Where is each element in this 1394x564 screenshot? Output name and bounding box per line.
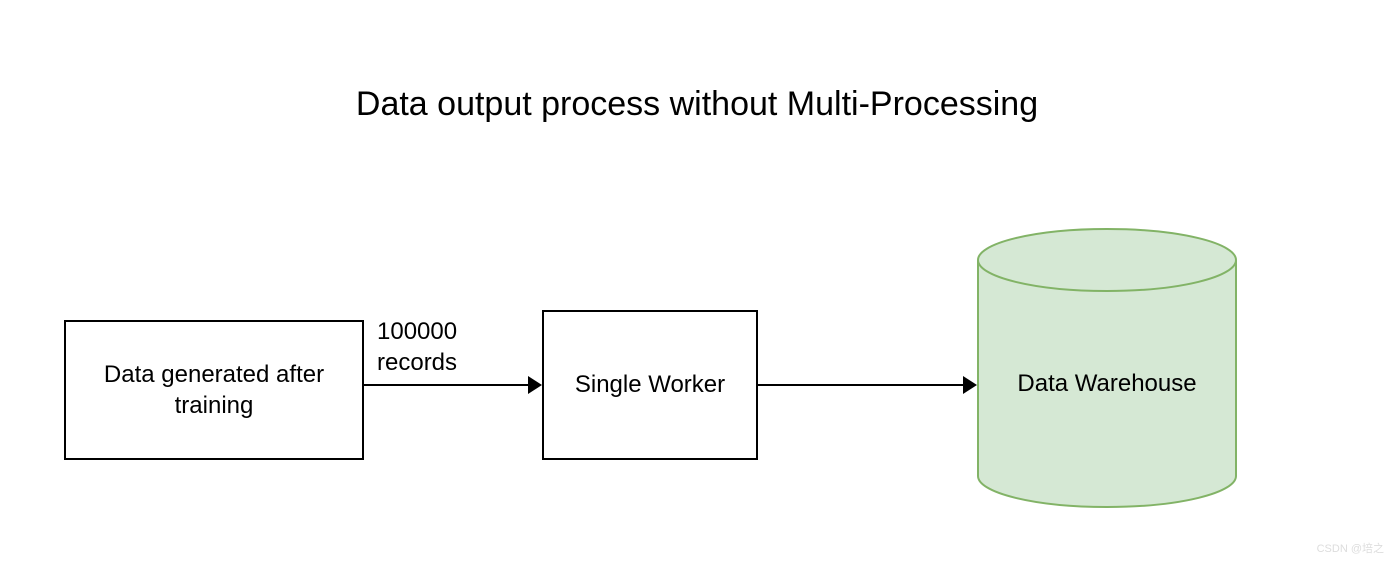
- diagram-title: Data output process without Multi-Proces…: [0, 85, 1394, 124]
- node-warehouse: Data Warehouse: [977, 228, 1237, 508]
- node-source-label: Data generated aftertraining: [104, 359, 324, 421]
- node-warehouse-label: Data Warehouse: [977, 370, 1237, 398]
- cylinder-icon: [977, 228, 1237, 508]
- node-source: Data generated aftertraining: [64, 320, 364, 460]
- watermark: CSDN @培之: [1317, 540, 1384, 556]
- node-worker: Single Worker: [542, 310, 758, 460]
- node-worker-label: Single Worker: [575, 369, 725, 400]
- edge-source-worker-label: 100000records: [377, 316, 457, 378]
- edge-worker-warehouse: [758, 371, 977, 399]
